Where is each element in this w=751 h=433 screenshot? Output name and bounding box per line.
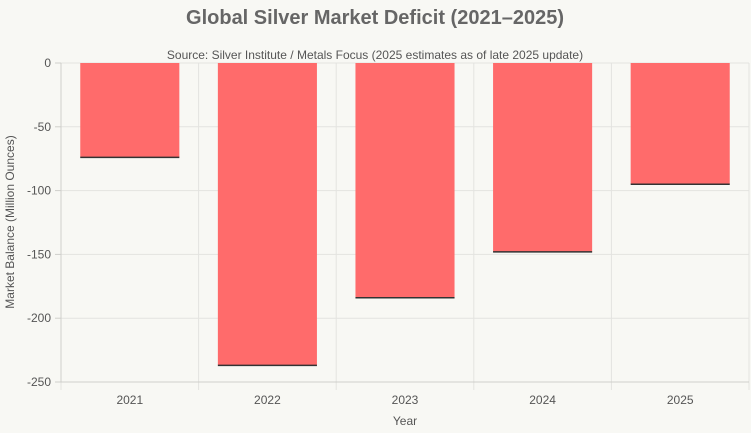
bar-2022 — [217, 63, 317, 366]
axis-layer: 0 -50 -100 -150 -200 -250 2021 2022 2023 2024 2025 — [27, 56, 749, 407]
x-tick-label: 2022 — [254, 393, 281, 407]
bar-2025 — [630, 63, 730, 185]
y-tick-label: -100 — [27, 184, 51, 198]
x-tick-label: 2024 — [529, 393, 556, 407]
bar-2021 — [80, 63, 180, 158]
chart-title: Global Silver Market Deficit (2021–2025) — [186, 7, 564, 29]
bar-layer — [80, 63, 730, 367]
chart-subtitle: Source: Silver Institute / Metals Focus … — [167, 48, 583, 62]
y-tick-label: 0 — [44, 56, 51, 70]
x-axis-label: Year — [393, 414, 417, 428]
y-tick-label: -150 — [27, 247, 51, 261]
x-tick-label: 2025 — [667, 393, 694, 407]
bar-2023 — [355, 63, 455, 298]
y-tick-label: -200 — [27, 311, 51, 325]
x-tick-label: 2023 — [392, 393, 419, 407]
y-tick-label: -50 — [34, 120, 52, 134]
y-tick-label: -250 — [27, 375, 51, 389]
x-tick-label: 2021 — [116, 393, 143, 407]
y-axis-label: Market Balance (Million Ounces) — [3, 135, 17, 308]
bar-2024 — [493, 63, 593, 252]
